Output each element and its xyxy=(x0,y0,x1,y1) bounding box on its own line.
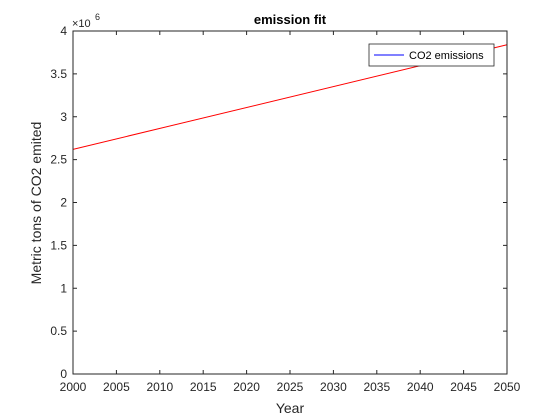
x-tick-label-2015: 2015 xyxy=(190,380,217,394)
exponent-power: 6 xyxy=(95,12,100,22)
y-tick-label-6: 3 xyxy=(60,110,67,124)
x-tick-label-2045: 2045 xyxy=(450,380,477,394)
x-tick-label-2020: 2020 xyxy=(233,380,260,394)
y-tick-label-2: 1 xyxy=(60,281,67,295)
legend-label-co2-emissions: CO2 emissions xyxy=(409,50,484,62)
x-tick-label-2050: 2050 xyxy=(494,380,521,394)
x-tick-label-2040: 2040 xyxy=(407,380,434,394)
y-tick-label-1: 0.5 xyxy=(50,324,67,338)
x-tick-label-2000: 2000 xyxy=(60,380,87,394)
legend-box xyxy=(368,43,495,67)
legend: CO2 emissions xyxy=(368,43,495,67)
y-axis-label: Metric tons of CO2 emited xyxy=(28,122,44,285)
x-axis-label: Year xyxy=(276,400,305,416)
y-axis-exponent: ×10 6 xyxy=(72,12,100,30)
exponent-base: ×10 xyxy=(72,18,91,30)
y-tick-label-8: 4 xyxy=(60,24,67,38)
y-tick-label-4: 2 xyxy=(60,196,67,210)
ticks-layer: 2000 2005 2010 2015 2020 2025 2030 2035 2040 2045… xyxy=(50,24,520,394)
y-tick-label-3: 1.5 xyxy=(50,238,67,252)
y-tick-label-0: 0 xyxy=(60,367,67,381)
chart-title: emission fit xyxy=(254,12,327,27)
x-tick-label-2010: 2010 xyxy=(146,380,173,394)
x-tick-label-2035: 2035 xyxy=(363,380,390,394)
plot-area xyxy=(73,31,507,374)
x-tick-label-2030: 2030 xyxy=(320,380,347,394)
y-tick-label-7: 3.5 xyxy=(50,67,67,81)
x-tick-label-2025: 2025 xyxy=(277,380,304,394)
x-tick-label-2005: 2005 xyxy=(103,380,130,394)
y-tick-label-5: 2.5 xyxy=(50,153,67,167)
